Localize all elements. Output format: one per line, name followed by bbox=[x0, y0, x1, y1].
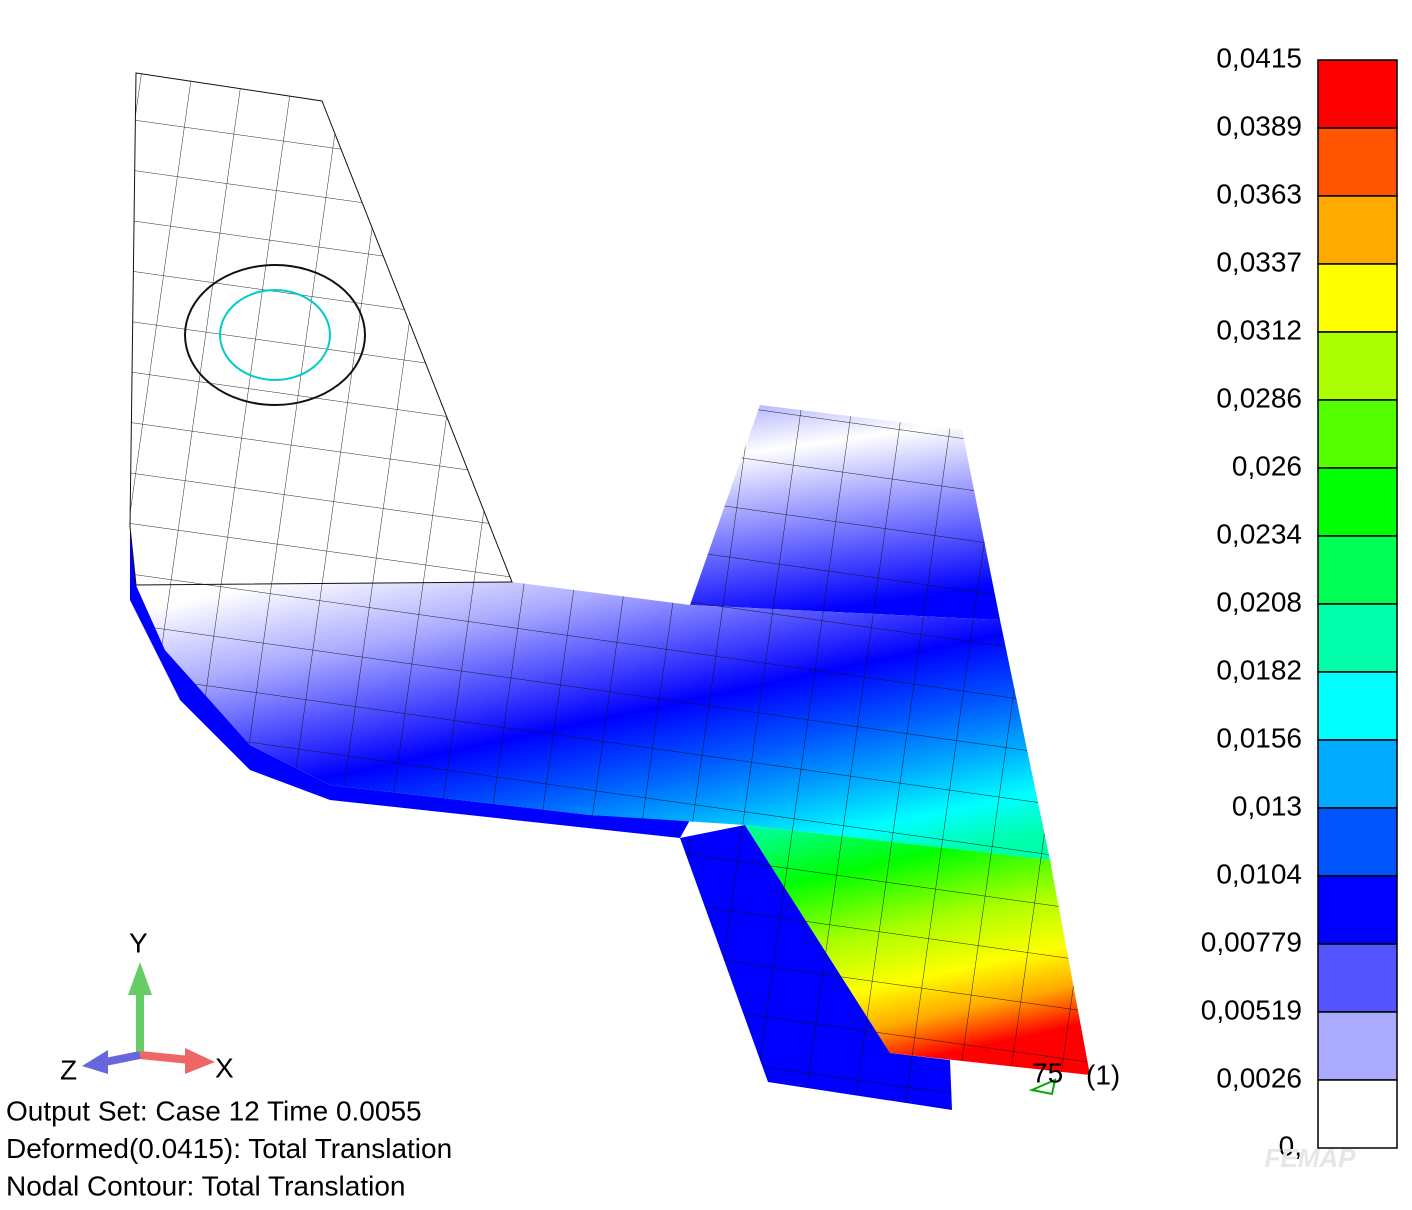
edge-strip bbox=[130, 527, 690, 838]
node-marker: 75 (1) bbox=[1028, 1057, 1120, 1096]
info-text: Output Set: Case 12 Time 0.0055 Deformed(… bbox=[6, 1095, 452, 1201]
info-line: Output Set: Case 12 Time 0.0055 bbox=[6, 1095, 422, 1126]
legend-label: 0,00519 bbox=[1201, 994, 1302, 1025]
legend-band bbox=[1317, 195, 1398, 265]
legend-label: 0,013 bbox=[1232, 790, 1302, 821]
info-line: Nodal Contour: Total Translation bbox=[6, 1170, 406, 1201]
z-label: Z bbox=[60, 1054, 77, 1085]
legend-label: 0,0156 bbox=[1216, 722, 1302, 753]
legend-band bbox=[1317, 399, 1398, 469]
legend-band bbox=[1317, 671, 1398, 741]
x-axis bbox=[139, 1051, 191, 1064]
hole-labels bbox=[184, 264, 366, 406]
watermark: FEMAP bbox=[1265, 1143, 1357, 1173]
legend-band bbox=[1317, 331, 1398, 401]
legend-band bbox=[1317, 467, 1398, 537]
legend-label: 0,0182 bbox=[1216, 654, 1302, 685]
legend-band bbox=[1317, 127, 1398, 197]
contour-legend: 0,0415 0,0389 0,0363 0,0337 0,0312 0,0286 0,02… bbox=[1201, 42, 1398, 1161]
legend-band bbox=[1317, 943, 1398, 1013]
model bbox=[129, 72, 1090, 1110]
legend-band bbox=[1317, 739, 1398, 809]
info-line: Deformed(0.0415): Total Translation bbox=[6, 1133, 452, 1164]
legend-label: 0,0026 bbox=[1216, 1062, 1302, 1093]
legend-label: 0,0389 bbox=[1216, 110, 1302, 141]
y-label: Y bbox=[129, 927, 148, 958]
legend-band bbox=[1317, 1079, 1398, 1149]
axis-triad: Y X Z bbox=[60, 927, 234, 1085]
legend-band bbox=[1317, 807, 1398, 877]
back-flange-mesh bbox=[680, 825, 952, 1110]
legend-label: 0,026 bbox=[1232, 450, 1302, 481]
legend-label: 0,0337 bbox=[1216, 246, 1302, 277]
legend-label: 0,0415 bbox=[1216, 42, 1302, 73]
legend-label: 0, bbox=[1279, 1130, 1302, 1161]
legend-band bbox=[1317, 1011, 1398, 1081]
legend-band bbox=[1317, 59, 1398, 129]
legend-band bbox=[1317, 263, 1398, 333]
z-axis bbox=[104, 1051, 141, 1066]
legend-label: 0,0312 bbox=[1216, 314, 1302, 345]
legend-label: 0,0286 bbox=[1216, 382, 1302, 413]
mesh-lines bbox=[130, 73, 1090, 1075]
legend-band bbox=[1317, 535, 1398, 605]
legend-label: 0,00779 bbox=[1201, 926, 1302, 957]
legend-band bbox=[1317, 603, 1398, 673]
legend-band bbox=[1317, 875, 1398, 945]
legend-label: 0,0234 bbox=[1216, 518, 1302, 549]
legend-label: 0,0208 bbox=[1216, 586, 1302, 617]
legend-label: 0,0363 bbox=[1216, 178, 1302, 209]
node-case: (1) bbox=[1086, 1059, 1120, 1090]
hole bbox=[219, 289, 331, 381]
node-arrow bbox=[1028, 1078, 1057, 1096]
x-label: X bbox=[215, 1052, 234, 1083]
node-id: 75 bbox=[1032, 1057, 1063, 1088]
legend-label: 0,0104 bbox=[1216, 858, 1302, 889]
